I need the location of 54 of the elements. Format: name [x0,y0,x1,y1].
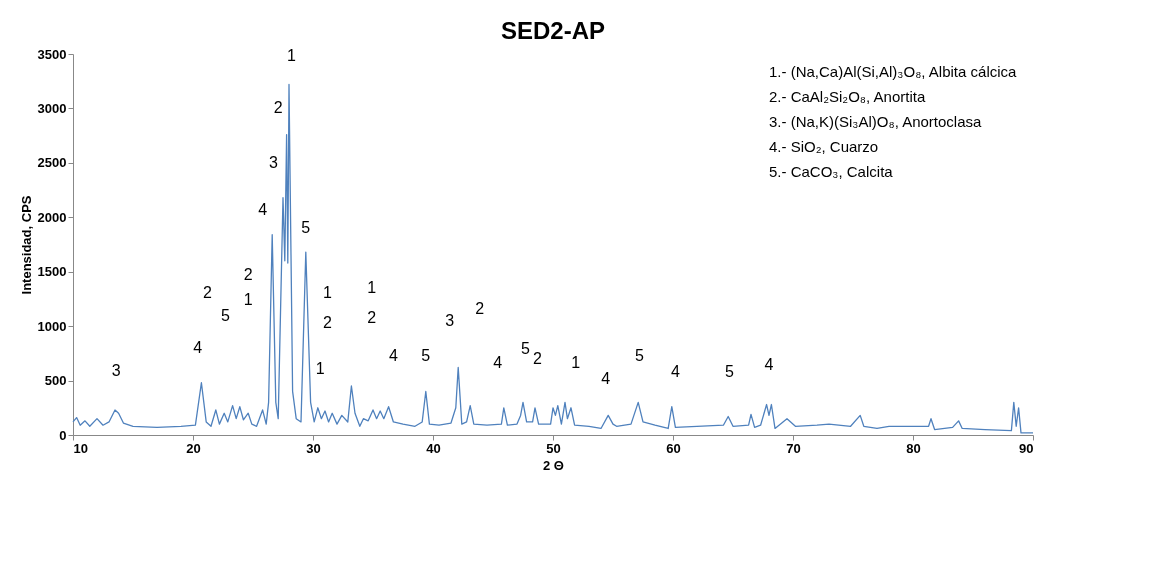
x-tick-label: 80 [906,440,921,456]
y-tick-label: 2000 [37,209,67,225]
annotation: 5 [301,219,311,237]
annotation: 1.- (Na,Ca)Al(Si,Al)₃O₈, Albita cálcica [769,63,1018,80]
annotation: 4 [670,362,680,380]
annotation: 4.- SiO₂, Cuarzo [769,138,879,155]
annotation: 2 [202,284,212,302]
x-tick-label: 30 [306,440,321,456]
annotation: 1 [571,354,581,372]
y-axis-title: Intensidad, CPS [18,195,34,295]
annotation: 3 [268,153,278,171]
annotation: 4 [258,200,268,218]
annotation: 3.- (Na,K)(Si₃Al)O₈, Anortoclasa [769,113,983,130]
annotation: 2 [243,265,253,283]
y-tick-label: 3500 [37,46,67,62]
annotation: 1 [367,279,377,297]
annotation: 1 [315,359,325,377]
annotation: 4 [193,338,203,356]
annotation: 5 [220,307,230,325]
y-tick-label: 500 [44,373,67,389]
x-tick-label: 60 [666,440,681,456]
chart-title: SED2-AP [500,17,606,44]
annotation: 1 [286,47,296,65]
annotation: 1 [322,284,332,302]
annotation: 2.- CaAl₂Si₂O₈, Anortita [769,88,926,105]
annotation: 4 [764,356,774,374]
annotation: 2 [367,308,377,326]
y-tick-label: 1500 [37,264,67,280]
annotation: 1 [243,291,253,309]
annotation: 5 [421,346,431,364]
y-tick-label: 2500 [37,155,67,171]
annotation: 3 [111,361,121,379]
annotation: 3 [445,311,455,329]
y-tick-label: 0 [59,427,67,443]
y-tick-label: 1000 [37,318,67,334]
annotation: 5 [634,346,644,364]
x-tick-label: 10 [73,440,88,456]
annotation: 5 [520,340,530,357]
x-tick-label: 20 [186,440,201,456]
annotation: 5.- CaCO₃, Calcita [769,163,894,180]
x-tick-label: 90 [1019,440,1034,456]
annotation: 4 [388,346,398,364]
x-axis-title: 2 Θ [543,457,564,473]
x-tick-label: 70 [786,440,801,456]
annotation: 2 [273,99,283,117]
annotation: 2 [532,349,542,367]
annotation: 2 [322,313,332,331]
annotation: 5 [724,362,734,380]
annotation: 2 [475,299,485,317]
annotation: 4 [493,354,503,372]
x-tick-label: 50 [546,440,561,456]
x-tick-label: 40 [426,440,441,456]
annotation: 4 [601,369,611,387]
y-tick-label: 3000 [37,100,67,116]
